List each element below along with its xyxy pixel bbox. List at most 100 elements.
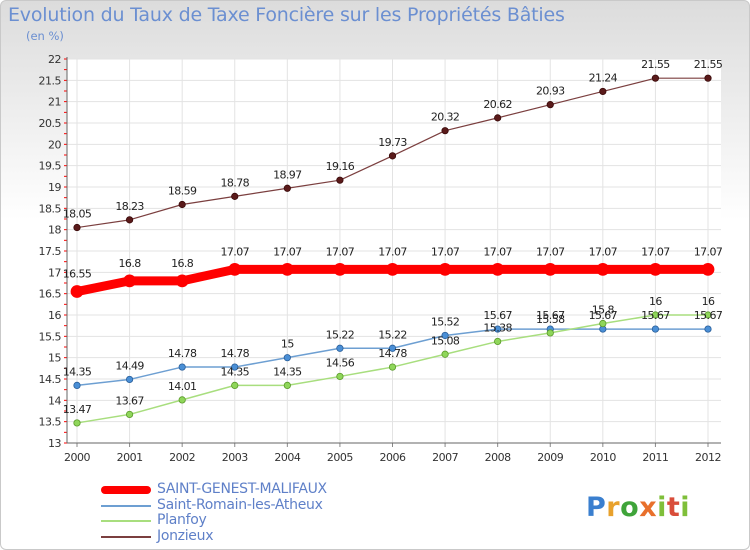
y-tick-label: 22 — [48, 53, 61, 66]
data-label: 17.07 — [273, 245, 302, 258]
data-label: 15 — [281, 338, 294, 351]
data-label: 16.8 — [171, 257, 194, 270]
data-label: 19.16 — [326, 160, 355, 173]
x-tick-label: 2000 — [64, 451, 90, 464]
data-point — [543, 262, 557, 276]
data-point — [125, 216, 134, 224]
data-point — [231, 381, 239, 389]
y-tick-label: 20 — [48, 138, 61, 151]
x-tick-label: 2006 — [380, 451, 406, 464]
data-label: 14.78 — [378, 347, 407, 360]
y-tick-label: 17 — [48, 266, 61, 279]
chart-unit: (en %) — [26, 29, 64, 43]
logo-letter: i — [657, 492, 667, 523]
data-label: 15.22 — [326, 328, 355, 341]
data-label: 18.59 — [168, 184, 197, 197]
data-label: 17.07 — [326, 245, 355, 258]
data-label: 17.07 — [378, 245, 407, 258]
data-label: 14.56 — [326, 356, 355, 369]
data-label: 15.8 — [592, 304, 615, 317]
data-point — [333, 262, 347, 276]
data-label: 14.78 — [168, 347, 197, 360]
y-tick-label: 15 — [48, 352, 61, 365]
data-label: 18.97 — [273, 168, 302, 181]
y-tick-label: 18.5 — [39, 202, 62, 215]
data-point — [336, 176, 344, 184]
y-tick-label: 19.5 — [39, 160, 62, 173]
data-label: 17.07 — [431, 245, 460, 258]
data-label: 14.01 — [168, 380, 197, 393]
data-point — [336, 372, 344, 381]
data-label: 17.07 — [483, 245, 512, 258]
data-label: 15.67 — [483, 309, 512, 322]
x-tick-label: 2005 — [327, 451, 353, 464]
x-tick-label: 2002 — [169, 451, 195, 464]
data-label: 14.35 — [221, 365, 250, 378]
data-point — [491, 262, 505, 276]
data-label: 15.67 — [536, 309, 565, 322]
data-point — [175, 274, 189, 288]
data-point — [649, 262, 662, 276]
data-label: 20.93 — [536, 85, 565, 98]
data-point — [283, 354, 291, 362]
data-point — [494, 114, 502, 122]
data-point — [546, 101, 554, 109]
legend-label: Jonzieux — [157, 527, 214, 544]
y-tick-label: 13.5 — [39, 416, 62, 429]
data-label: 15.67 — [589, 309, 618, 322]
y-tick-label: 19 — [48, 181, 61, 194]
data-label: 17.07 — [536, 245, 565, 258]
x-tick-label: 2003 — [222, 451, 248, 464]
data-point — [388, 152, 397, 160]
data-label: 18.05 — [63, 208, 92, 221]
data-label: 15.38 — [483, 321, 512, 334]
data-label: 14.49 — [115, 359, 144, 372]
legend-swatch-saint-genest — [101, 486, 151, 494]
legend-label: SAINT-GENEST-MALIFAUX — [157, 481, 327, 497]
data-label: 16.8 — [119, 257, 142, 270]
data-label: 15.58 — [536, 313, 565, 326]
data-point — [651, 311, 660, 319]
data-label: 19.73 — [378, 136, 407, 149]
data-label: 15.67 — [694, 309, 723, 322]
x-tick-label: 2010 — [590, 451, 616, 464]
data-label: 15.22 — [378, 328, 407, 341]
x-tick-label: 2001 — [117, 451, 143, 464]
data-label: 21.55 — [641, 58, 670, 71]
data-point — [125, 410, 134, 419]
data-label: 15.67 — [641, 309, 670, 322]
data-point — [701, 262, 715, 276]
data-point — [441, 350, 449, 358]
chart-title: Evolution du Taux de Taxe Foncière sur l… — [8, 4, 565, 26]
logo-letter: i — [680, 492, 691, 523]
data-label: 13.67 — [115, 394, 144, 407]
y-tick-label: 20.5 — [39, 117, 62, 130]
data-point — [704, 325, 712, 333]
data-label: 16 — [702, 295, 715, 308]
data-point — [494, 337, 502, 346]
data-label: 14.35 — [63, 365, 92, 378]
x-tick-label: 2009 — [537, 451, 563, 464]
x-tick-label: 2012 — [695, 451, 721, 464]
data-point — [441, 127, 449, 135]
data-point — [231, 363, 239, 371]
x-tick-label: 2004 — [274, 451, 300, 464]
data-point — [599, 87, 607, 96]
legend-swatch-saint-romain — [101, 504, 151, 507]
data-label: 16 — [649, 295, 662, 308]
logo-letter: o — [620, 492, 640, 523]
data-point — [704, 311, 712, 319]
data-point — [494, 325, 502, 333]
data-point — [73, 381, 81, 389]
data-point — [228, 262, 242, 276]
y-tick-label: 16.5 — [39, 288, 62, 301]
data-point — [178, 396, 186, 404]
logo-letter: P — [586, 492, 607, 523]
data-label: 21.55 — [694, 58, 723, 71]
x-tick-label: 2007 — [432, 451, 458, 464]
data-point — [178, 200, 186, 209]
logo-letter: t — [666, 492, 681, 523]
data-point — [546, 329, 554, 337]
